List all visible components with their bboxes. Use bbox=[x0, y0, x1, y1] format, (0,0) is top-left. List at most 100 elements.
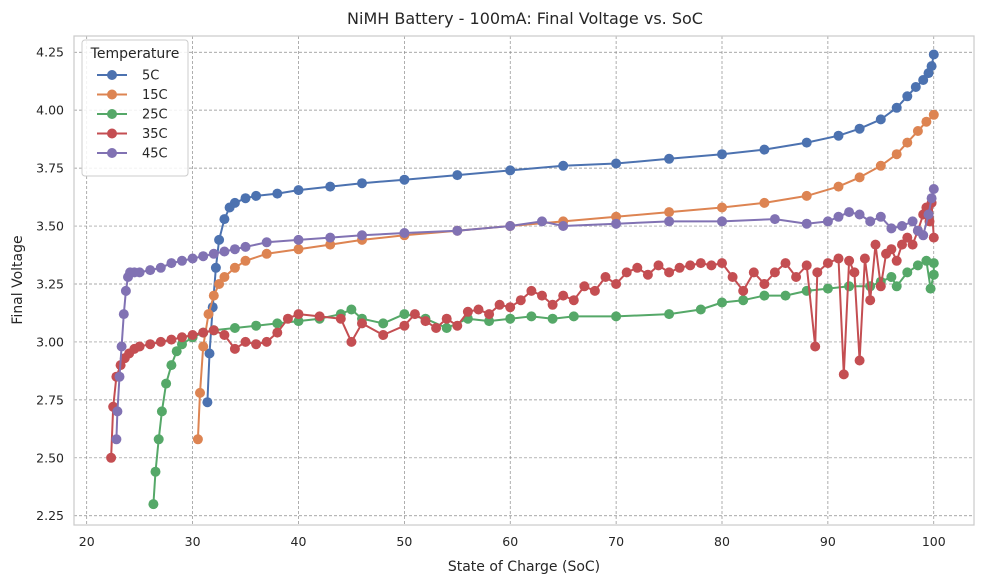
y-tick-label: 2.75 bbox=[36, 392, 64, 407]
data-point-35c bbox=[219, 330, 230, 340]
data-point-15c bbox=[195, 387, 205, 398]
legend-label-5c: 5C bbox=[142, 69, 159, 84]
data-point-25c bbox=[844, 281, 855, 292]
data-point-35c bbox=[810, 341, 821, 352]
data-point-25c bbox=[925, 283, 936, 294]
data-point-5c bbox=[833, 130, 844, 141]
data-point-35c bbox=[621, 267, 632, 278]
data-point-35c bbox=[515, 295, 526, 306]
data-point-35c bbox=[420, 316, 431, 327]
data-point-35c bbox=[198, 327, 209, 338]
data-point-35c bbox=[791, 272, 802, 282]
data-point-35c bbox=[801, 260, 812, 271]
data-point-25c bbox=[293, 316, 304, 327]
data-point-35c bbox=[452, 320, 463, 331]
data-point-25c bbox=[664, 309, 675, 320]
data-point-35c bbox=[145, 339, 156, 350]
data-point-35c bbox=[685, 260, 696, 271]
data-point-35c bbox=[505, 302, 516, 313]
data-point-35c bbox=[229, 343, 240, 354]
data-point-35c bbox=[748, 267, 759, 278]
data-point-35c bbox=[431, 323, 442, 333]
data-point-25c bbox=[251, 320, 262, 331]
data-point-15c bbox=[854, 172, 865, 183]
data-point-35c bbox=[208, 325, 219, 336]
data-point-35c bbox=[727, 272, 738, 282]
data-point-45c bbox=[293, 234, 304, 245]
data-point-15c bbox=[229, 262, 240, 273]
legend-marker-45c bbox=[107, 148, 117, 158]
data-point-5c bbox=[204, 348, 215, 359]
data-point-25c bbox=[695, 304, 706, 315]
data-point-25c bbox=[441, 323, 452, 333]
data-point-45c bbox=[907, 216, 918, 227]
data-point-45c bbox=[118, 309, 129, 320]
data-point-15c bbox=[902, 137, 913, 148]
data-point-45c bbox=[664, 216, 675, 227]
data-point-25c bbox=[153, 434, 164, 445]
data-point-45c bbox=[833, 211, 844, 222]
data-point-45c bbox=[325, 232, 336, 243]
data-point-45c bbox=[897, 221, 907, 231]
data-point-15c bbox=[891, 149, 902, 160]
data-point-25c bbox=[717, 297, 727, 308]
data-point-5c bbox=[229, 197, 240, 208]
data-point-25c bbox=[738, 295, 749, 306]
series-5c bbox=[202, 49, 939, 408]
x-tick-label: 50 bbox=[396, 534, 412, 549]
data-point-35c bbox=[928, 232, 939, 243]
data-point-45c bbox=[116, 341, 127, 352]
data-point-35c bbox=[838, 369, 849, 380]
data-point-35c bbox=[240, 336, 251, 347]
x-tick-label: 70 bbox=[608, 534, 624, 549]
data-point-35c bbox=[897, 239, 907, 250]
data-point-35c bbox=[907, 239, 918, 250]
data-point-15c bbox=[912, 126, 923, 136]
data-point-15c bbox=[801, 190, 812, 201]
data-point-5c bbox=[910, 82, 921, 92]
data-point-5c bbox=[611, 158, 622, 169]
data-point-35c bbox=[155, 336, 166, 347]
data-point-45c bbox=[558, 221, 569, 231]
data-point-35c bbox=[166, 334, 177, 345]
data-point-5c bbox=[325, 181, 336, 192]
data-point-5c bbox=[759, 144, 770, 155]
data-point-35c bbox=[695, 258, 706, 269]
data-point-35c bbox=[600, 272, 611, 282]
y-tick-label: 2.50 bbox=[36, 450, 64, 465]
x-tick-label: 90 bbox=[820, 534, 836, 549]
series-15c bbox=[192, 109, 939, 445]
data-point-25c bbox=[886, 272, 897, 282]
data-point-5c bbox=[272, 188, 283, 199]
data-point-25c bbox=[759, 290, 770, 301]
data-point-5c bbox=[891, 102, 902, 113]
data-point-25c bbox=[526, 311, 537, 322]
data-point-45c bbox=[261, 237, 272, 248]
data-point-25c bbox=[928, 269, 939, 280]
data-point-35c bbox=[891, 255, 902, 266]
data-point-15c bbox=[192, 434, 203, 445]
data-point-35c bbox=[674, 262, 685, 273]
data-point-5c bbox=[505, 165, 516, 176]
data-point-25c bbox=[272, 318, 283, 329]
data-point-25c bbox=[505, 313, 516, 324]
data-point-15c bbox=[921, 116, 932, 127]
data-point-25c bbox=[399, 309, 410, 320]
data-point-35c bbox=[886, 244, 897, 255]
legend-marker-5c bbox=[107, 70, 117, 80]
data-point-45c bbox=[155, 262, 166, 273]
data-point-35c bbox=[632, 262, 643, 273]
data-point-35c bbox=[409, 309, 420, 320]
data-point-35c bbox=[844, 255, 855, 266]
data-point-35c bbox=[611, 279, 622, 289]
data-point-15c bbox=[219, 272, 230, 282]
data-point-25c bbox=[780, 290, 791, 301]
data-point-35c bbox=[642, 269, 653, 280]
data-point-25c bbox=[177, 339, 187, 350]
data-point-45c bbox=[769, 214, 780, 225]
data-point-25c bbox=[378, 318, 389, 329]
data-point-5c bbox=[240, 193, 251, 204]
data-point-45c bbox=[219, 246, 230, 257]
data-point-45c bbox=[145, 265, 156, 276]
data-point-15c bbox=[261, 248, 272, 259]
